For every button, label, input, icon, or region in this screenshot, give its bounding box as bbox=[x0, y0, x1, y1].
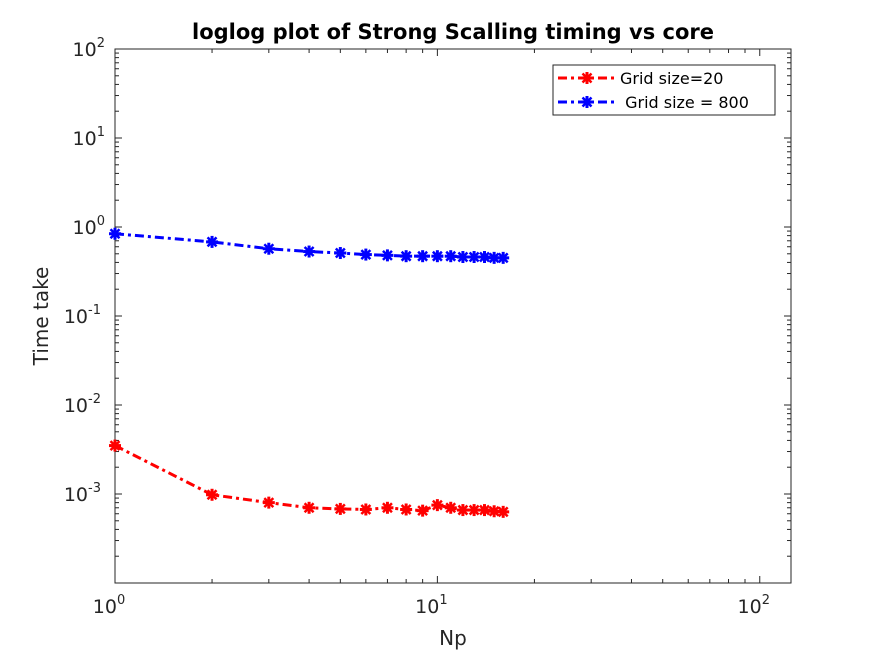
data-point bbox=[262, 496, 275, 509]
axis-ticks bbox=[114, 48, 791, 584]
data-point bbox=[303, 501, 316, 514]
data-point bbox=[381, 249, 394, 262]
data-point bbox=[468, 251, 481, 264]
data-point bbox=[497, 505, 510, 518]
data-point bbox=[359, 503, 372, 516]
chart-title: loglog plot of Strong Scalling timing vs… bbox=[192, 20, 714, 44]
data-point bbox=[109, 439, 121, 452]
data-point bbox=[431, 499, 444, 512]
y-tick-label: 100 bbox=[73, 214, 105, 239]
data-point bbox=[109, 227, 121, 240]
x-tick-label: 101 bbox=[415, 593, 447, 618]
series-layer bbox=[109, 227, 510, 518]
data-point bbox=[416, 250, 429, 263]
legend: Grid size=20 Grid size = 800 bbox=[552, 64, 776, 116]
data-point bbox=[468, 504, 481, 517]
legend-marker-grid-800 bbox=[581, 96, 593, 108]
legend-label-grid-20: Grid size=20 bbox=[620, 69, 723, 88]
data-point bbox=[478, 251, 491, 264]
data-point bbox=[359, 248, 372, 261]
data-point bbox=[444, 250, 457, 263]
legend-marker-glyph bbox=[581, 96, 593, 108]
tick-labels: 100 101 102 10-3 10-2 10-1 100 101 102 bbox=[64, 36, 770, 618]
data-point bbox=[303, 245, 316, 258]
legend-marker-glyph bbox=[581, 72, 593, 84]
data-point bbox=[431, 250, 444, 263]
y-tick-label: 10-1 bbox=[64, 303, 101, 328]
data-point bbox=[381, 501, 394, 514]
data-point bbox=[334, 502, 347, 515]
data-point bbox=[262, 242, 275, 255]
y-tick-label: 10-2 bbox=[64, 392, 101, 417]
data-point bbox=[456, 251, 469, 264]
x-tick-label: 102 bbox=[738, 593, 770, 618]
y-axis-label: Time take bbox=[29, 267, 53, 367]
x-axis-label: Np bbox=[439, 626, 467, 650]
data-point bbox=[456, 504, 469, 517]
legend-marker-grid-20 bbox=[581, 72, 593, 84]
plot-area bbox=[114, 48, 792, 584]
y-tick-label: 101 bbox=[73, 125, 105, 150]
data-point bbox=[400, 250, 413, 263]
series-line-0 bbox=[114, 444, 504, 514]
data-point bbox=[400, 503, 413, 516]
y-tick-label: 102 bbox=[73, 36, 105, 61]
data-point bbox=[334, 247, 347, 260]
legend-label-grid-800: Grid size = 800 bbox=[620, 93, 749, 112]
data-point bbox=[206, 235, 219, 248]
y-tick-label: 10-3 bbox=[64, 481, 101, 506]
data-point bbox=[444, 501, 457, 514]
data-point bbox=[416, 504, 429, 517]
data-point bbox=[497, 251, 510, 264]
x-tick-label: 100 bbox=[93, 593, 125, 618]
data-point bbox=[206, 488, 219, 501]
